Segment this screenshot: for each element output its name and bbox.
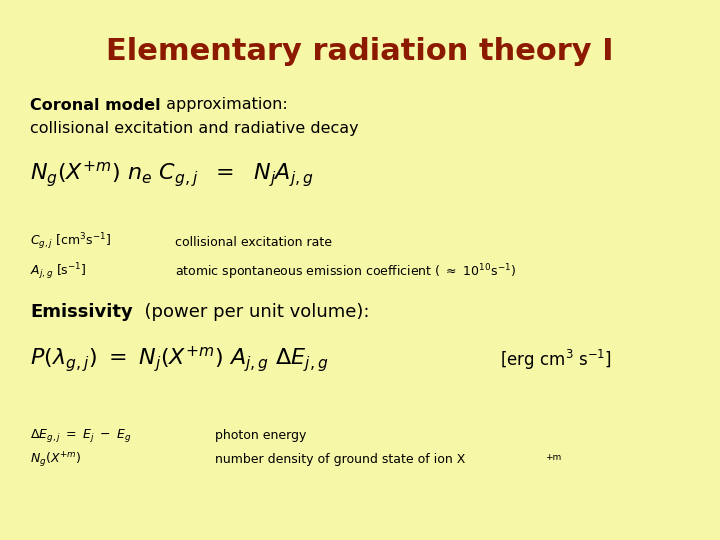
Text: approximation:: approximation: xyxy=(161,98,288,112)
Text: $[\mathrm{erg\ cm^3\ s^{-1}}]$: $[\mathrm{erg\ cm^3\ s^{-1}}]$ xyxy=(500,348,612,372)
Text: Coronal model: Coronal model xyxy=(30,98,161,112)
Text: collisional excitation rate: collisional excitation rate xyxy=(175,235,332,248)
Text: photon energy: photon energy xyxy=(215,429,307,442)
Text: Elementary radiation theory I: Elementary radiation theory I xyxy=(106,37,614,66)
Text: $\Delta E_{g,j}\ =\ E_j\ -\ E_g$: $\Delta E_{g,j}\ =\ E_j\ -\ E_g$ xyxy=(30,427,132,443)
Text: $C_{g,j}\ [\mathrm{cm^3 s^{-1}}]$: $C_{g,j}\ [\mathrm{cm^3 s^{-1}}]$ xyxy=(30,232,112,252)
Text: $N_g(X^{+m})$: $N_g(X^{+m})$ xyxy=(30,450,81,470)
Text: collisional excitation and radiative decay: collisional excitation and radiative dec… xyxy=(30,120,359,136)
Text: $P(\lambda_{g,j})\ =\ N_j(X^{+m})\ A_{j,g}\ \Delta E_{j,g}$: $P(\lambda_{g,j})\ =\ N_j(X^{+m})\ A_{j,… xyxy=(30,345,328,375)
Text: Emissivity: Emissivity xyxy=(30,303,132,321)
Text: number density of ground state of ion X: number density of ground state of ion X xyxy=(215,454,465,467)
Text: (power per unit volume):: (power per unit volume): xyxy=(133,303,369,321)
Text: atomic spontaneous emission coefficient ( $\approx\ 10^{10}\mathrm{s^{-1}}$): atomic spontaneous emission coefficient … xyxy=(175,262,516,282)
Text: $A_{j,g}\ [\mathrm{s^{-1}}]$: $A_{j,g}\ [\mathrm{s^{-1}}]$ xyxy=(30,262,86,282)
Text: $N_g(X^{+m})\ n_e\ C_{g,j}\ \ =\ \ N_j A_{j,g}$: $N_g(X^{+m})\ n_e\ C_{g,j}\ \ =\ \ N_j A… xyxy=(30,160,314,190)
Text: +m: +m xyxy=(545,454,562,462)
